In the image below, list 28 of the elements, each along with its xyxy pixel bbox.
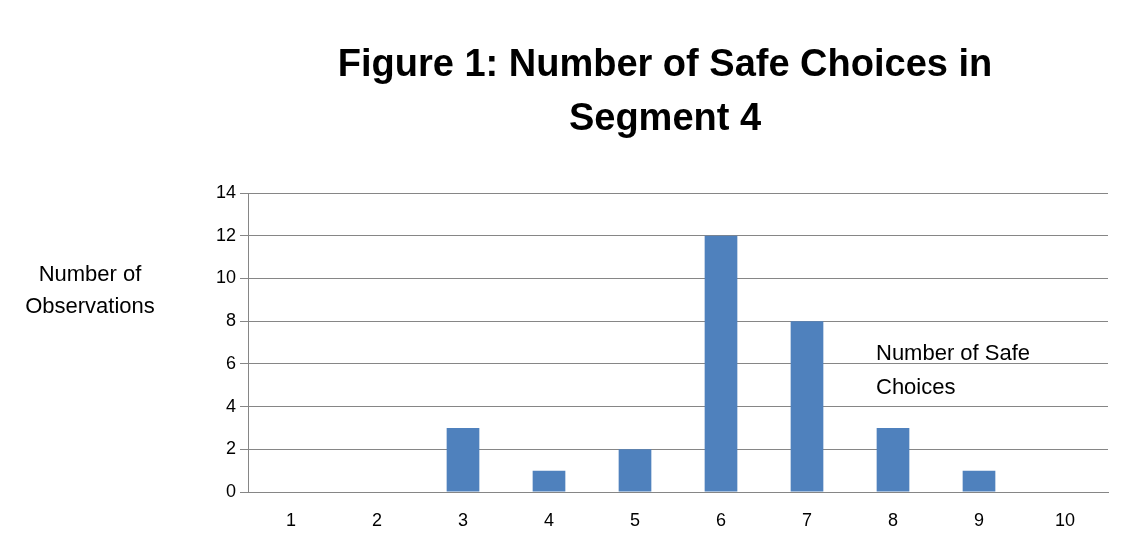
x-tick-label: 8	[887, 509, 899, 530]
x-tick-label: 5	[629, 509, 641, 530]
y-tick-label: 8	[225, 310, 236, 331]
x-axis-title: Number of Safe Choices	[876, 339, 1032, 401]
x-tick-label: 6	[715, 509, 727, 530]
y-axis-title: Number of Observations	[24, 260, 156, 320]
bar	[704, 235, 738, 492]
x-tick-label: 9	[973, 509, 985, 530]
x-tick-label: 3	[457, 509, 469, 530]
y-tick-label: 2	[225, 438, 236, 459]
bar	[446, 427, 480, 492]
x-tick-label: 1	[285, 509, 297, 530]
x-tick-label: 10	[1054, 509, 1076, 530]
bar	[618, 449, 652, 492]
bar	[876, 427, 910, 492]
chart-title: Figure 1: Number of Safe Choices in Segment 4	[336, 41, 994, 140]
y-tick-label: 10	[215, 267, 236, 288]
bar	[532, 470, 566, 492]
y-tick-label: 4	[225, 395, 236, 416]
bar	[962, 470, 996, 492]
y-tick-label: 6	[225, 352, 236, 373]
y-tick-label: 14	[215, 181, 236, 202]
y-tick-label: 0	[225, 480, 236, 501]
x-tick-label: 4	[543, 509, 555, 530]
bar	[790, 321, 824, 492]
y-tick-label: 12	[215, 224, 236, 245]
x-tick-label: 2	[371, 509, 383, 530]
x-tick-label: 7	[801, 509, 813, 530]
